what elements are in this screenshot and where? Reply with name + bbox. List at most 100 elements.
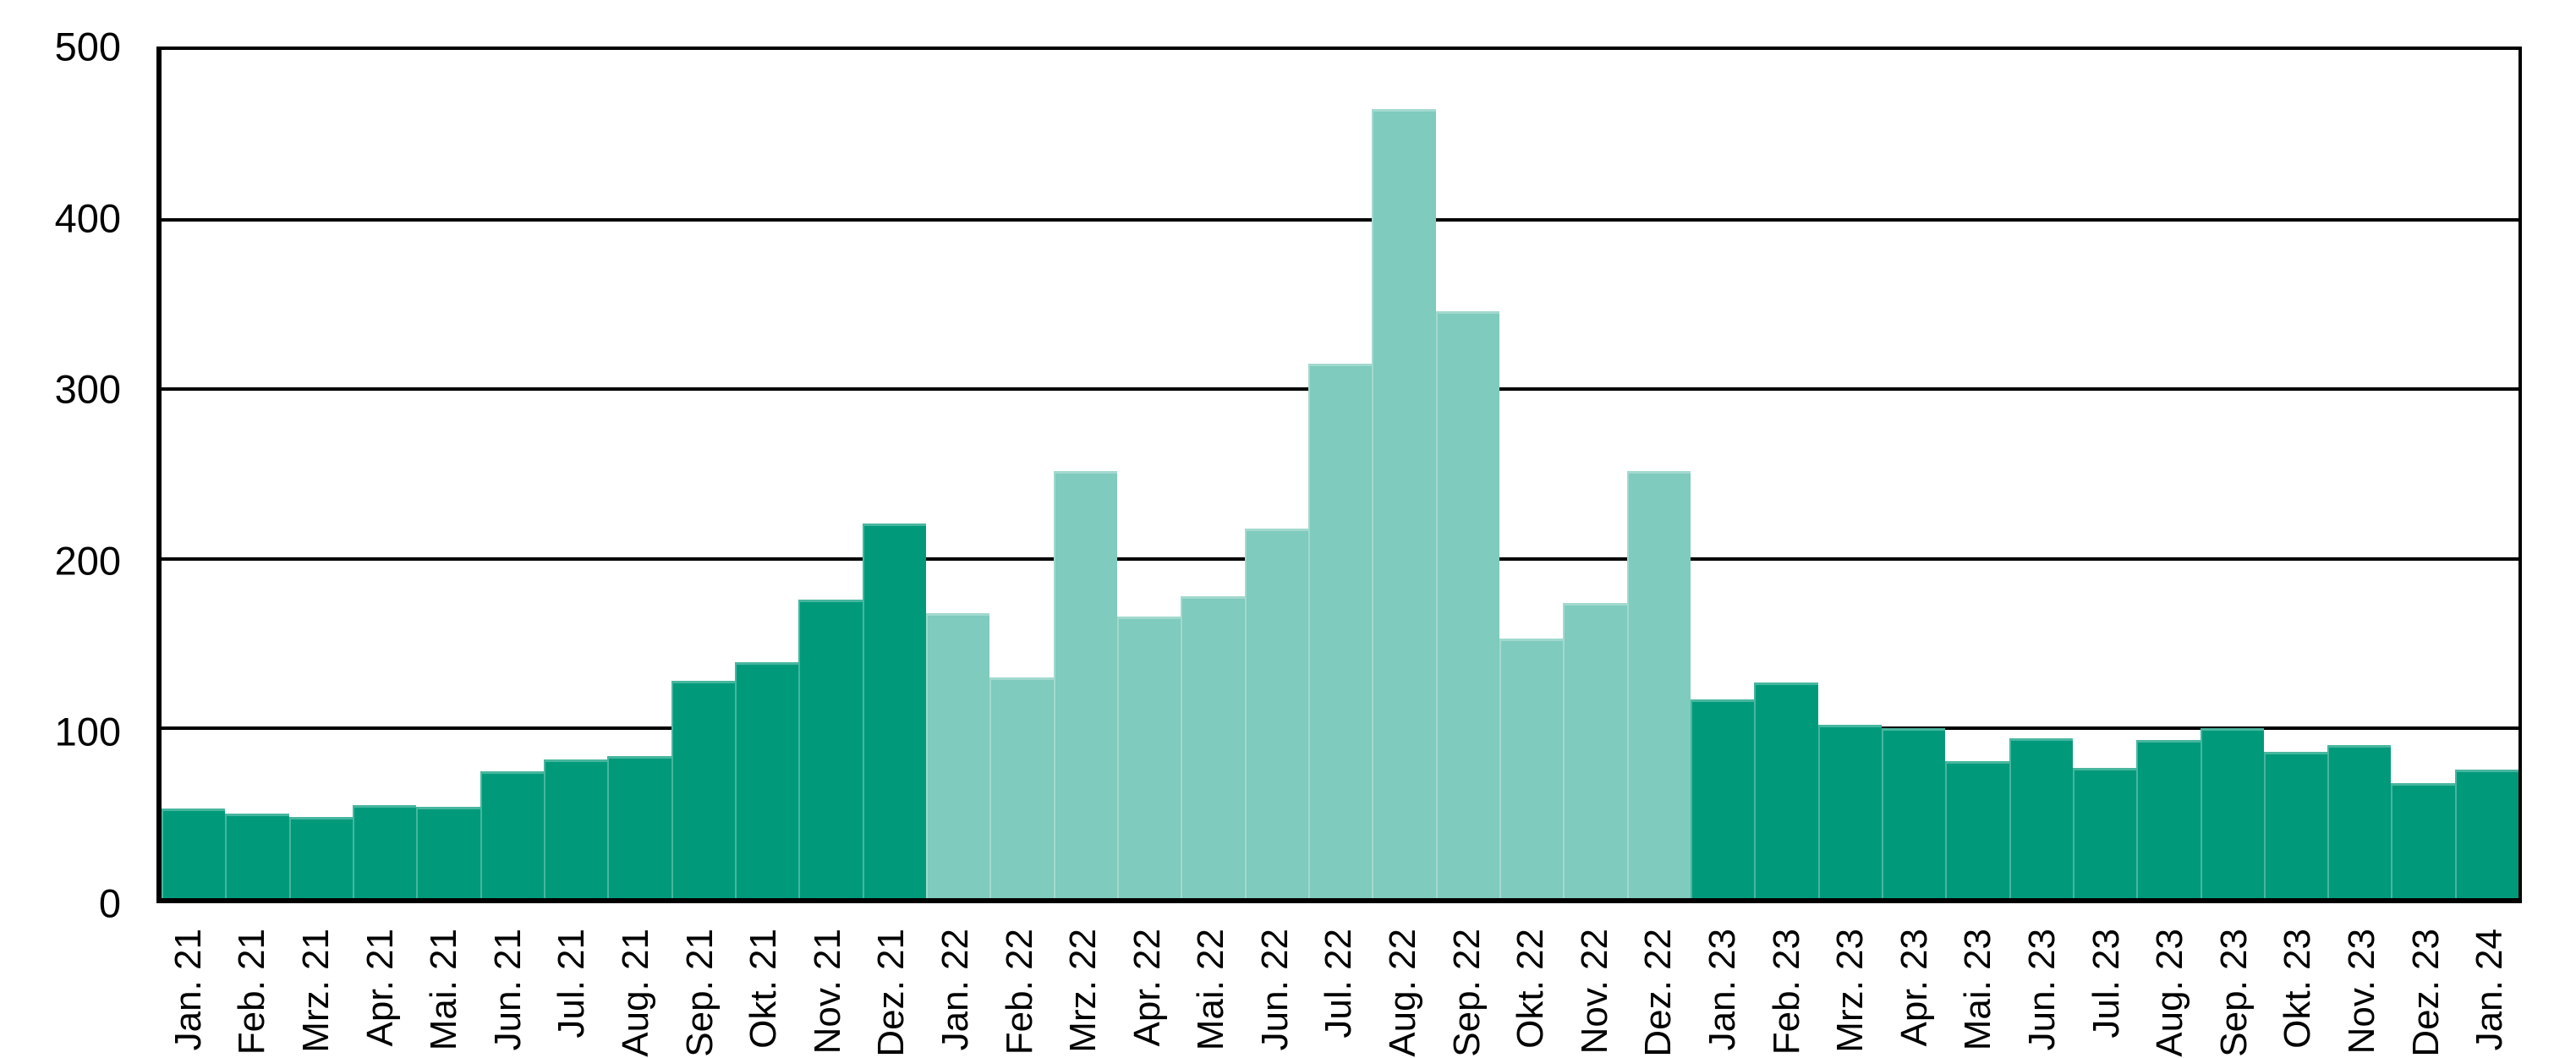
x-tick-label: Sep. 21 [678,929,721,1057]
x-tick-cell: Aug. 23 [2138,908,2202,1058]
x-tick-cell: Sep. 21 [668,908,732,1058]
bar-jan-22 [925,613,990,898]
bar-dez-21 [862,523,926,898]
x-tick-cell: Okt. 21 [732,908,796,1058]
bar-aug-23 [2136,740,2201,898]
x-tick-cell: Dez. 21 [860,908,924,1058]
x-tick-cell: Jan. 22 [924,908,988,1058]
y-tick-label: 0 [98,880,121,926]
x-tick-cell: Okt. 22 [1499,908,1563,1058]
x-tick-label: Nov. 23 [2340,929,2382,1055]
bar-mrz-23 [1817,725,1882,898]
x-tick-label: Mai. 21 [423,929,465,1051]
x-tick-label: Apr. 23 [1893,929,1935,1047]
x-tick-cell: Jul. 23 [2075,908,2139,1058]
x-tick-label: Aug. 22 [1382,929,1424,1057]
x-tick-label: Jul. 23 [2085,929,2127,1039]
y-tick-label: 100 [54,709,121,754]
x-tick-label: Jul. 21 [551,929,593,1039]
x-tick-cell: Dez. 23 [2394,908,2458,1058]
x-tick-cell: Jul. 21 [540,908,605,1058]
bar-mai-23 [1945,760,2009,898]
y-tick-label: 500 [54,24,121,69]
x-tick-label: Okt. 23 [2277,929,2319,1049]
x-tick-cell: Mai. 22 [1180,908,1244,1058]
plot-area [156,47,2522,903]
x-tick-label: Mai. 22 [1190,929,1232,1051]
x-tick-label: Mrz. 22 [1062,929,1104,1053]
x-tick-cell: Jan. 23 [1691,908,1755,1058]
x-tick-cell: Okt. 23 [2266,908,2331,1058]
x-tick-label: Apr. 22 [1126,929,1168,1047]
bar-mrz-22 [1053,470,1117,898]
bar-sep-21 [671,681,735,898]
bar-apr-21 [352,804,417,898]
bars-container [162,50,2519,898]
x-tick-cell: Apr. 21 [348,908,413,1058]
bar-nov-22 [1563,602,1627,898]
x-tick-label: Mrz. 21 [294,929,337,1053]
x-tick-cell: Mrz. 22 [1051,908,1115,1058]
x-tick-cell: Jun. 21 [476,908,540,1058]
x-tick-cell: Dez. 22 [1627,908,1691,1058]
bar-mai-21 [416,806,480,898]
x-tick-label: Jun. 22 [1253,929,1296,1051]
bar-apr-22 [1116,617,1181,898]
gridline-400 [162,217,2518,222]
x-tick-label: Apr. 21 [359,929,401,1047]
bar-jun-23 [2009,738,2073,898]
x-tick-label: Okt. 22 [1510,929,1552,1049]
x-tick-label: Jun. 21 [486,929,529,1051]
x-tick-label: Jan. 24 [2469,929,2511,1051]
x-tick-cell: Apr. 22 [1115,908,1180,1058]
x-tick-cell: Aug. 21 [604,908,668,1058]
bar-nov-21 [798,599,863,898]
x-tick-label: Sep. 23 [2212,929,2255,1057]
x-tick-cell: Jun. 22 [1243,908,1307,1058]
bar-okt-23 [2263,752,2328,898]
y-tick-label: 400 [54,195,121,241]
x-tick-cell: Sep. 23 [2202,908,2266,1058]
bar-feb-23 [1754,682,1818,898]
bar-okt-21 [734,662,799,898]
x-tick-cell: Apr. 23 [1883,908,1947,1058]
x-tick-label: Dez. 22 [1637,929,1680,1057]
bar-feb-21 [225,813,289,898]
x-tick-cell: Feb. 21 [221,908,285,1058]
x-tick-cell: Jun. 23 [2010,908,2075,1058]
x-tick-cell: Jan. 21 [156,908,221,1058]
x-tick-cell: Mrz. 23 [1818,908,1883,1058]
x-tick-cell: Jul. 22 [1307,908,1372,1058]
x-tick-label: Jan. 22 [934,929,976,1051]
bar-jun-21 [480,770,544,898]
bar-jul-23 [2072,767,2137,898]
x-tick-cell: Nov. 21 [796,908,860,1058]
x-axis: Jan. 21 Feb. 21 Mrz. 21 Apr. 21 Mai. 21 Jun. … [156,908,2522,1058]
bar-jul-22 [1307,364,1373,898]
x-tick-label: Jun. 23 [2021,929,2064,1051]
bar-jan-24 [2454,769,2519,898]
x-tick-cell: Jan. 24 [2458,908,2522,1058]
bar-jan-23 [1690,699,1755,898]
x-tick-label: Mrz. 23 [1829,929,1872,1053]
bar-dez-23 [2391,782,2455,898]
y-tick-label: 200 [54,538,121,584]
x-tick-cell: Aug. 22 [1371,908,1435,1058]
x-tick-label: Dez. 23 [2404,929,2447,1057]
bar-jul-21 [543,759,608,898]
x-tick-label: Aug. 23 [2149,929,2191,1057]
bar-mrz-21 [288,816,353,898]
x-tick-label: Feb. 23 [1765,929,1807,1055]
bar-aug-22 [1372,109,1436,898]
y-axis: 0 100 200 300 400 500 [0,27,156,924]
bar-mai-22 [1181,595,1245,898]
bar-nov-23 [2327,745,2392,898]
x-tick-cell: Mrz. 21 [284,908,348,1058]
x-tick-label: Dez. 21 [870,929,913,1057]
x-tick-cell: Feb. 23 [1755,908,1819,1058]
x-tick-cell: Feb. 22 [988,908,1052,1058]
x-tick-cell: Mai. 23 [1947,908,2011,1058]
x-tick-cell: Nov. 23 [2330,908,2394,1058]
bar-jan-21 [162,808,226,898]
x-tick-label: Feb. 21 [231,929,273,1055]
